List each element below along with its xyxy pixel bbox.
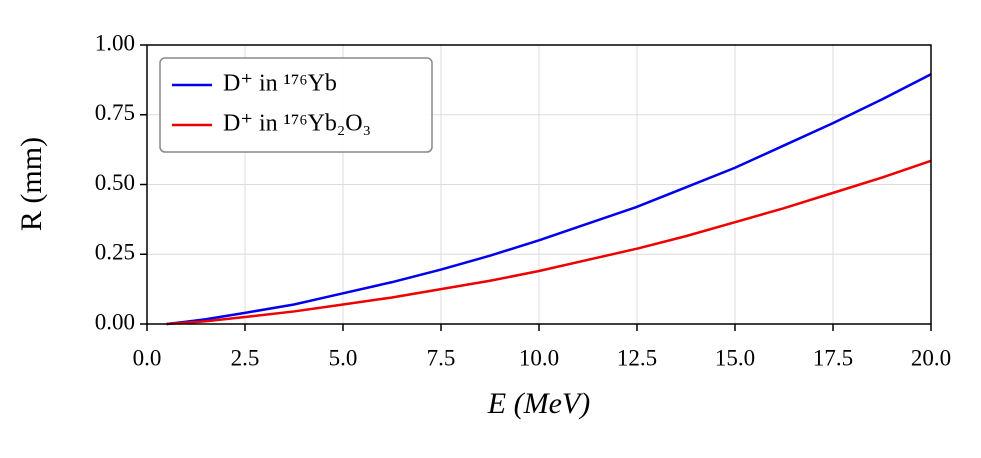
line <box>166 73 932 326</box>
y-tick-label: 0.50 <box>95 170 135 195</box>
x-tick-label: 10.0 <box>519 345 559 370</box>
x-tick-label: 0.0 <box>133 345 162 370</box>
line <box>166 159 932 326</box>
x-tick-label: 20.0 <box>911 345 951 370</box>
x-tick-label: 5.0 <box>329 345 358 370</box>
y-tick-label: 0.00 <box>95 309 135 334</box>
y-tick-label: 0.75 <box>95 100 135 125</box>
y-tick-label: 0.25 <box>95 240 135 265</box>
x-axis-label: E (MeV) <box>487 387 590 420</box>
x-tick-label: 15.0 <box>715 345 755 370</box>
plot-frame <box>146 44 932 325</box>
y-axis-label: R (mm) <box>15 137 48 231</box>
y-tick-label: 1.00 <box>95 30 135 55</box>
legend-label: D⁺ in ¹⁷⁶Yb₂O₃ <box>223 111 371 137</box>
x-tick-label: 2.5 <box>231 345 260 370</box>
legend-label: D⁺ in ¹⁷⁶Yb <box>223 71 337 97</box>
x-tick-label: 7.5 <box>427 345 456 370</box>
x-tick-label: 12.5 <box>617 345 657 370</box>
x-tick-label: 17.5 <box>813 345 853 370</box>
legend-box <box>159 57 433 153</box>
